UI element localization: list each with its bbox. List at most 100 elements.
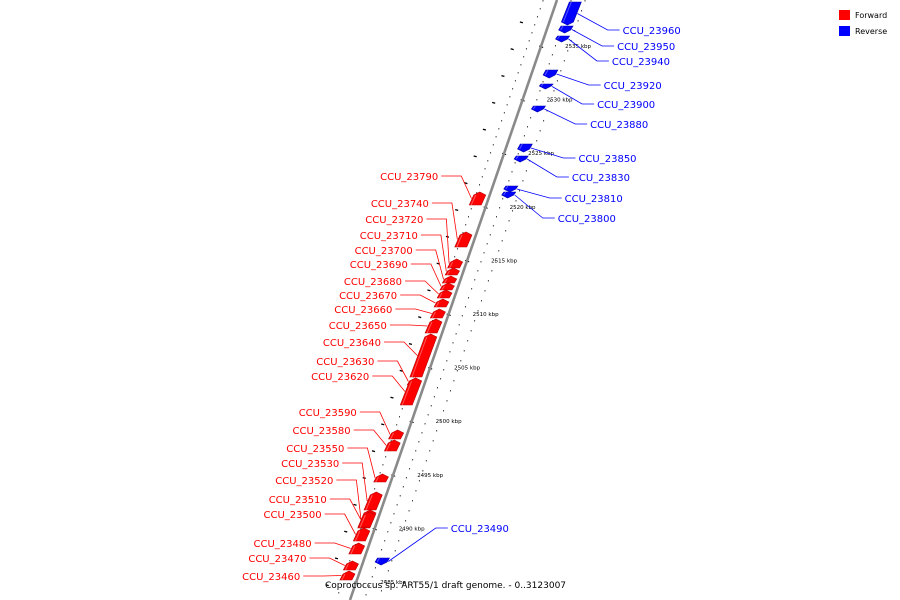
- gene-ccu-23830[interactable]: [513, 155, 529, 163]
- gene-leader-line: [359, 411, 391, 435]
- gene-label[interactable]: CCU_23650: [329, 321, 387, 332]
- gene-label[interactable]: CCU_23950: [617, 42, 675, 53]
- minor-tick: [325, 584, 329, 587]
- gene-ccu-23810[interactable]: [503, 185, 519, 193]
- tick-label: 2495 kbp: [417, 473, 443, 479]
- gene-ccu-23880[interactable]: [530, 105, 547, 113]
- gene-ccu-23530[interactable]: [363, 491, 383, 511]
- gene-label[interactable]: CCU_23800: [558, 214, 616, 225]
- gene-label[interactable]: CCU_23900: [597, 100, 655, 111]
- gene-ccu-23900[interactable]: [538, 83, 554, 90]
- frame-dot: [387, 570, 389, 572]
- gene-label[interactable]: CCU_23710: [360, 231, 418, 242]
- gene-label[interactable]: CCU_23660: [334, 305, 392, 316]
- gene-label[interactable]: CCU_23630: [316, 357, 374, 368]
- gene-ccu-23960[interactable]: [560, 1, 582, 26]
- gene-label[interactable]: CCU_23580: [293, 426, 351, 437]
- frame-dot: [470, 330, 472, 332]
- frame-dot: [509, 96, 511, 98]
- gene-ccu-23550[interactable]: [373, 473, 389, 483]
- gene-ccu-23700[interactable]: [441, 275, 458, 284]
- gene-label[interactable]: CCU_23830: [572, 173, 630, 184]
- gene-label[interactable]: CCU_23670: [339, 291, 397, 302]
- gene-ccu-23640[interactable]: [409, 333, 438, 378]
- frame-dot: [391, 560, 393, 562]
- gene-label[interactable]: CCU_23720: [365, 215, 423, 226]
- frame-dot: [542, 0, 544, 2]
- gene-ccu-23510[interactable]: [357, 511, 376, 528]
- frame-dot: [479, 184, 481, 186]
- frame-dot: [349, 560, 351, 562]
- frame-dot: [487, 160, 489, 162]
- frame-dot: [449, 390, 451, 392]
- gene-ccu-23620[interactable]: [399, 377, 422, 406]
- gene-label[interactable]: CCU_23940: [612, 57, 670, 68]
- gene-ccu-23580[interactable]: [383, 439, 401, 452]
- gene-label[interactable]: CCU_23620: [311, 372, 369, 383]
- gene-ccu-23490[interactable]: [374, 557, 391, 566]
- gene-ccu-23460[interactable]: [339, 570, 356, 581]
- gene-ccu-23850[interactable]: [517, 143, 533, 153]
- tick-label: 2500 kbp: [436, 419, 462, 425]
- gene-label[interactable]: CCU_23510: [269, 495, 327, 506]
- gene-label[interactable]: CCU_23590: [299, 408, 357, 419]
- frame-dot: [408, 510, 410, 512]
- gene-ccu-23500[interactable]: [352, 527, 371, 542]
- minor-tick: [390, 396, 394, 399]
- gene-label[interactable]: CCU_23500: [264, 510, 322, 521]
- frame-dot: [463, 350, 465, 352]
- gene-label[interactable]: CCU_23850: [578, 154, 636, 165]
- frame-dot: [484, 290, 486, 292]
- frame-dot: [542, 81, 544, 83]
- gene-ccu-23920[interactable]: [542, 69, 559, 79]
- frame-dot: [433, 396, 435, 398]
- gene-ccu-23800[interactable]: [501, 191, 517, 199]
- gene-label[interactable]: CCU_23920: [604, 81, 662, 92]
- gene-label[interactable]: CCU_23480: [254, 539, 312, 550]
- gene-highlight: [426, 321, 433, 334]
- gene-ccu-23790[interactable]: [468, 191, 487, 206]
- frame-dot: [460, 360, 462, 362]
- gene-label[interactable]: CCU_23550: [286, 444, 344, 455]
- gene-leader-line: [342, 462, 368, 502]
- gene-ccu-23470[interactable]: [342, 560, 359, 571]
- frame-dot: [436, 430, 438, 432]
- frame-dot: [430, 405, 432, 407]
- gene-label[interactable]: CCU_23530: [281, 459, 339, 470]
- gene-highlight: [446, 270, 450, 276]
- gene-label[interactable]: CCU_23810: [565, 194, 623, 205]
- frame-dot: [531, 32, 533, 34]
- gene-ccu-23650[interactable]: [424, 318, 443, 334]
- gene-highlight: [557, 35, 560, 40]
- frame-dot: [399, 495, 401, 497]
- gene-ccu-23680[interactable]: [436, 289, 453, 299]
- gene-label[interactable]: CCU_23640: [323, 338, 381, 349]
- gene-ccu-23660[interactable]: [429, 308, 446, 319]
- gene-ccu-23690[interactable]: [439, 282, 455, 291]
- gene-label[interactable]: CCU_23960: [623, 26, 681, 37]
- gene-leader-line: [400, 294, 436, 304]
- gene-ccu-23480[interactable]: [348, 542, 366, 555]
- gene-label[interactable]: CCU_23460: [242, 572, 300, 583]
- gene-leader-line: [571, 29, 615, 47]
- gene-ccu-23590[interactable]: [388, 429, 405, 440]
- gene-label[interactable]: CCU_23740: [371, 199, 429, 210]
- gene-label[interactable]: CCU_23880: [590, 120, 648, 131]
- gene-label[interactable]: CCU_23790: [380, 172, 438, 183]
- gene-ccu-23720[interactable]: [447, 258, 464, 269]
- frame-dot: [501, 240, 503, 242]
- gene-label[interactable]: CCU_23690: [350, 260, 408, 271]
- minor-tick: [371, 450, 376, 453]
- gene-label[interactable]: CCU_23680: [344, 277, 402, 288]
- gene-label[interactable]: CCU_23490: [451, 524, 509, 535]
- gene-ccu-23940[interactable]: [555, 35, 571, 43]
- gene-ccu-23710[interactable]: [444, 267, 460, 276]
- gene-ccu-23670[interactable]: [433, 298, 450, 308]
- gene-label[interactable]: CCU_23700: [355, 246, 413, 257]
- gene-ccu-23740[interactable]: [454, 231, 473, 248]
- gene-ccu-23950[interactable]: [558, 25, 574, 34]
- gene-highlight: [359, 514, 366, 528]
- gene-label[interactable]: CCU_23520: [275, 476, 333, 487]
- gene-label[interactable]: CCU_23470: [248, 554, 306, 565]
- frame-dot: [539, 130, 541, 132]
